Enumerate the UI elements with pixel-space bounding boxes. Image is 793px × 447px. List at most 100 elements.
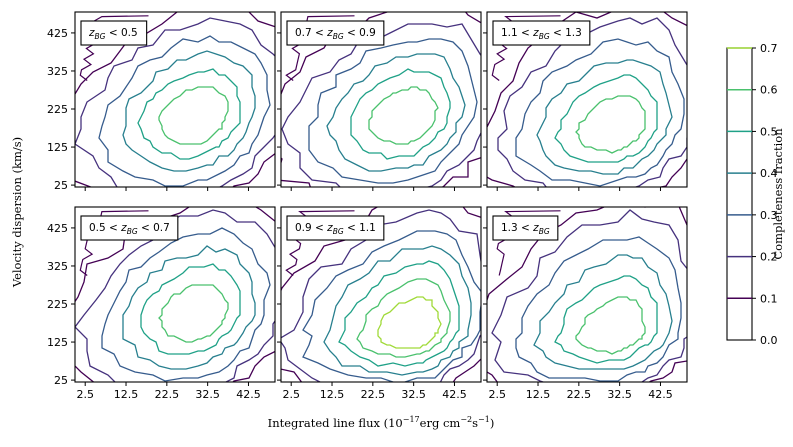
panel-label-text: 1.1 < zBG < 1.3 <box>501 27 582 41</box>
panel-frame <box>74 206 276 383</box>
y-tick-label: 225 <box>47 103 68 116</box>
contour-level-0.5 <box>137 68 241 160</box>
y-tick-label: 25 <box>54 374 68 387</box>
panel-label-box <box>80 215 179 241</box>
contour-level-0.2 <box>281 23 481 187</box>
panel-label-box <box>286 215 385 241</box>
x-tick-label: 32.5 <box>195 388 220 401</box>
panel-label-text: 1.3 < zBG <box>501 222 550 236</box>
panel-label-box <box>492 215 559 241</box>
y-tick-label: 325 <box>47 260 68 273</box>
y-tick-label: 425 <box>47 27 68 40</box>
contour-level-0.6 <box>356 278 451 358</box>
contour-level-0.3 <box>515 38 685 187</box>
panel-frame <box>280 11 482 188</box>
y-tick-label: 425 <box>47 222 68 235</box>
x-tick-label: 32.5 <box>401 388 426 401</box>
contour-level-0.1 <box>75 207 275 382</box>
x-tick-label: 2.5 <box>282 388 300 401</box>
contour-level-0.1 <box>487 207 687 382</box>
contour-level-0.4 <box>533 254 673 370</box>
panel-label: 0.7 < zBG < 0.9 <box>286 20 385 46</box>
contour-level-0.4 <box>326 53 466 172</box>
contour-level-0.1 <box>281 12 481 187</box>
contour-level-0.4 <box>323 245 472 376</box>
contour-level-0.6 <box>575 296 646 355</box>
colorbar-tick-label: 0.5 <box>760 125 778 138</box>
contour-lines <box>487 207 687 382</box>
contour-level-0.5 <box>338 260 460 367</box>
contour-lines <box>281 12 481 187</box>
panel-label: 1.1 < zBG < 1.3 <box>492 20 591 46</box>
x-tick-label: 12.5 <box>114 388 139 401</box>
contour-level-0.3 <box>101 227 271 382</box>
panel-1: 25 125 225 325 425 zBG < 0.5 <box>47 11 276 192</box>
colorbar-label: Completeness fraction <box>771 128 785 260</box>
contour-lines <box>75 12 275 187</box>
panel-label-box <box>492 20 591 46</box>
panel-label-text: 0.7 < zBG < 0.9 <box>295 27 376 41</box>
x-tick-label: 42.5 <box>236 388 261 401</box>
contour-level-0.6 <box>575 95 646 154</box>
panel-label-text: 0.5 < zBG < 0.7 <box>89 222 170 236</box>
panel-label: 0.9 < zBG < 1.1 <box>286 215 385 241</box>
contour-level-0.1 <box>75 12 275 187</box>
panel-label-box <box>286 20 385 46</box>
contour-level-0.2 <box>281 209 481 382</box>
contour-level-0.7 <box>377 296 442 349</box>
contour-level-0.2 <box>491 209 687 382</box>
x-tick-label: 32.5 <box>607 388 632 401</box>
contour-level-0.3 <box>515 236 682 382</box>
panel-4: 2.5 12.5 22.5 32.5 42.5 25 125 225 325 425 0.5 < z… <box>47 206 276 401</box>
panel-label-box <box>80 20 148 46</box>
y-tick-label: 325 <box>47 65 68 78</box>
x-tick-label: 12.5 <box>320 388 345 401</box>
axis-labels-group: Velocity dispersion (km/s) Integrated lin… <box>10 137 494 430</box>
colorbar-tick-label: 0.7 <box>760 42 778 55</box>
x-axis-label: Integrated line flux (10−17erg cm−2s−1) <box>268 415 495 430</box>
panel-5: 2.5 12.5 22.5 32.5 42.5 0.9 < zBG < 1.1 <box>277 206 482 401</box>
x-tick-label: 22.5 <box>361 388 386 401</box>
contour-level-0.5 <box>554 275 658 364</box>
colorbar-tick-label: 0.1 <box>760 292 778 305</box>
contour-level-0.6 <box>158 86 229 145</box>
contour-level-0.3 <box>302 230 481 382</box>
contour-level-0.5 <box>350 68 451 160</box>
colorbar: 0.0 0.1 0.2 0.3 0.4 0.5 0.6 0.7 Completeness fra… <box>726 42 785 347</box>
contour-level-0.2 <box>497 17 687 187</box>
y-tick-label: 125 <box>47 336 68 349</box>
panel-2: 0.7 < zBG < 0.9 <box>277 11 482 191</box>
panel-label: zBG < 0.5 <box>80 20 148 46</box>
contour-level-0.6 <box>158 284 229 343</box>
colorbar-frame <box>726 47 753 341</box>
colorbar-tick-label: 0.2 <box>760 251 778 264</box>
panel-3: 1.1 < zBG < 1.3 <box>483 11 688 191</box>
contour-level-0.2 <box>75 17 275 187</box>
contour-level-0.3 <box>98 35 271 187</box>
colorbar-tick-label: 0.3 <box>760 209 778 222</box>
x-tick-label: 2.5 <box>76 388 94 401</box>
x-tick-label: 2.5 <box>488 388 506 401</box>
contour-level-0.4 <box>122 50 256 172</box>
contour-level-0.3 <box>308 38 478 184</box>
panel-frame <box>280 206 482 383</box>
contour-level-0.4 <box>122 245 256 370</box>
panel-frame <box>486 206 688 383</box>
x-tick-label: 22.5 <box>567 388 592 401</box>
y-tick-label: 225 <box>47 298 68 311</box>
x-tick-label: 42.5 <box>442 388 467 401</box>
contour-level-0.2 <box>75 209 275 382</box>
contour-level-0.5 <box>140 263 241 355</box>
x-tick-label: 12.5 <box>526 388 551 401</box>
panels-group: 25 125 225 325 425 zBG < 0.5 0.7 < zBG < 0.9 1.… <box>47 11 688 401</box>
colorbar-tick-label: 0.4 <box>760 167 778 180</box>
x-tick-label: 42.5 <box>648 388 673 401</box>
contour-level-0.5 <box>554 74 658 163</box>
panel-label: 0.5 < zBG < 0.7 <box>80 215 179 241</box>
panel-frame <box>486 11 688 188</box>
colorbar-tick-label: 0.0 <box>760 334 778 347</box>
y-tick-label: 25 <box>54 179 68 192</box>
y-tick-label: 125 <box>47 141 68 154</box>
